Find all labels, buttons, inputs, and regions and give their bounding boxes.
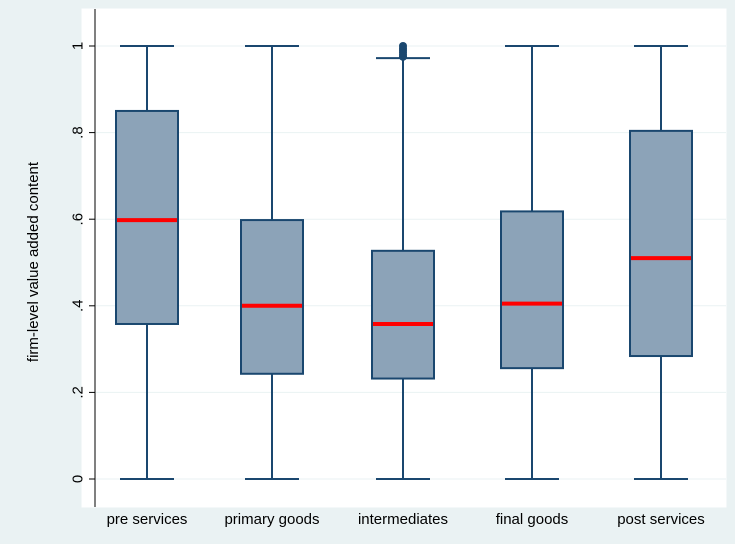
x-axis-labels: pre services primary goods intermediates fi…	[107, 511, 705, 528]
box-intermediates	[371, 42, 435, 480]
x-category-label: final goods	[496, 511, 569, 528]
y-tick-label: 1	[69, 42, 86, 50]
boxes	[115, 42, 693, 480]
box-final-goods	[500, 45, 564, 480]
y-axis: 0 .2 .4 .6 .8 1	[69, 9, 96, 507]
iqr-box	[115, 109, 179, 325]
x-category-label: post services	[617, 511, 705, 528]
y-axis-title: firm-level value added content	[25, 161, 42, 362]
box-pre-services	[115, 45, 179, 480]
iqr-box	[629, 129, 693, 358]
outlier-point	[399, 42, 407, 50]
box-post-services	[629, 45, 693, 480]
iqr-box	[371, 249, 435, 380]
iqr-box	[500, 210, 564, 370]
y-tick-label: 0	[69, 475, 86, 483]
x-category-label: pre services	[107, 511, 188, 528]
y-tick-label: .6	[69, 213, 86, 226]
y-tick-label: .8	[69, 126, 86, 139]
box-primary-goods	[240, 45, 304, 480]
iqr-box	[240, 219, 304, 375]
y-tick-label: .2	[69, 386, 86, 399]
y-tick-label: .4	[69, 300, 86, 313]
x-category-label: primary goods	[224, 511, 319, 528]
x-category-label: intermediates	[358, 511, 448, 528]
